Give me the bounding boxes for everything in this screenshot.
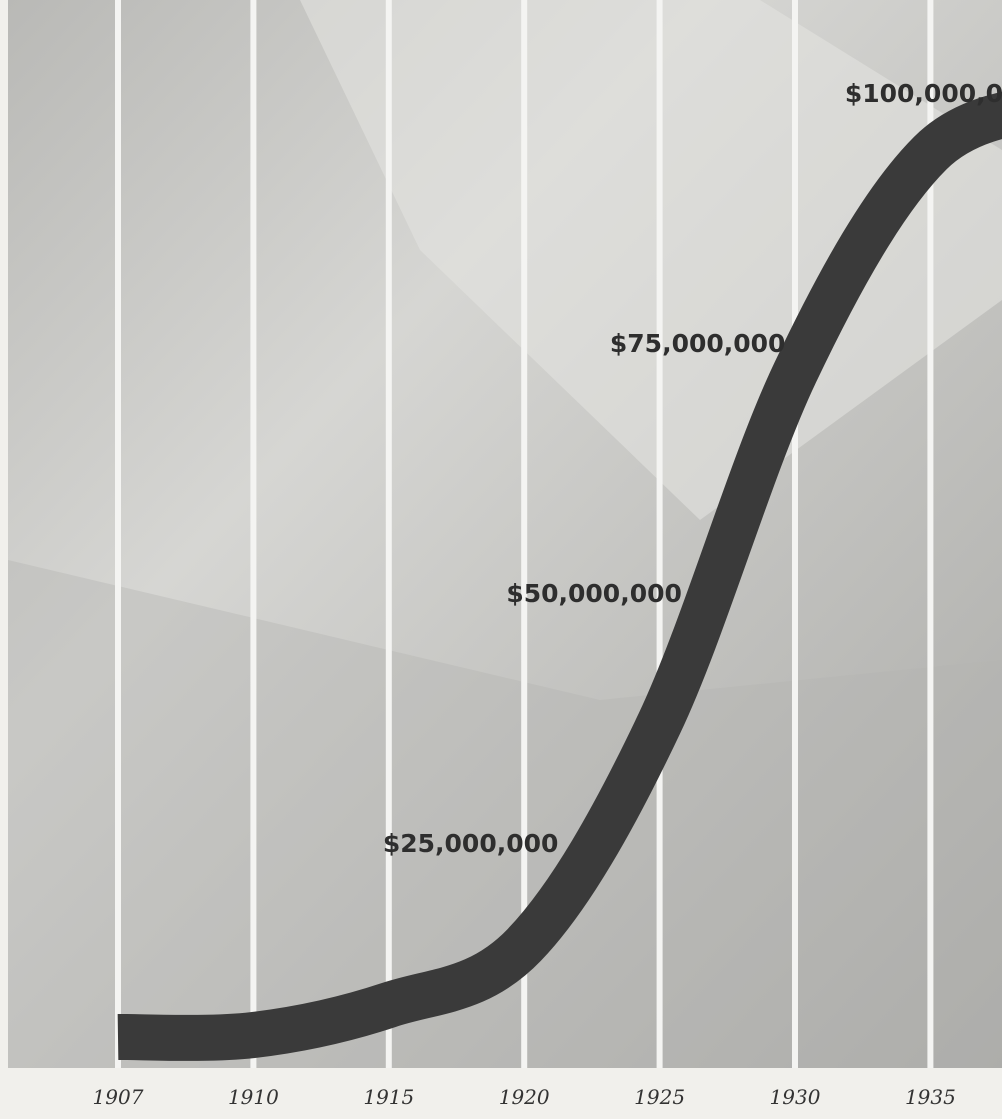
data-line bbox=[117, 91, 1002, 1061]
y-tick-label: $50,000,000 bbox=[506, 579, 682, 608]
grid-line bbox=[927, 0, 934, 1068]
x-tick-label: 1910 bbox=[228, 1085, 279, 1109]
y-tick-label: $75,000,000 bbox=[610, 329, 786, 358]
grid-line bbox=[656, 0, 663, 1068]
grid-line bbox=[250, 0, 257, 1068]
y-tick-label: $100,000,000 bbox=[845, 79, 1002, 108]
x-tick-label: 1930 bbox=[770, 1085, 821, 1109]
grid-line bbox=[521, 0, 528, 1068]
photo-shape bbox=[300, 0, 1002, 520]
x-tick-label: 1907 bbox=[93, 1085, 144, 1109]
photo-shape bbox=[8, 560, 1002, 1068]
x-tick-label: 1920 bbox=[499, 1085, 550, 1109]
x-tick-label: 1915 bbox=[363, 1085, 414, 1109]
y-tick-label: $25,000,000 bbox=[383, 829, 559, 858]
grid-line bbox=[385, 0, 392, 1068]
grid-line bbox=[115, 0, 121, 1068]
grid-line bbox=[792, 0, 798, 1068]
x-tick-label: 1925 bbox=[634, 1085, 685, 1109]
x-tick-label: 1935 bbox=[905, 1085, 956, 1109]
